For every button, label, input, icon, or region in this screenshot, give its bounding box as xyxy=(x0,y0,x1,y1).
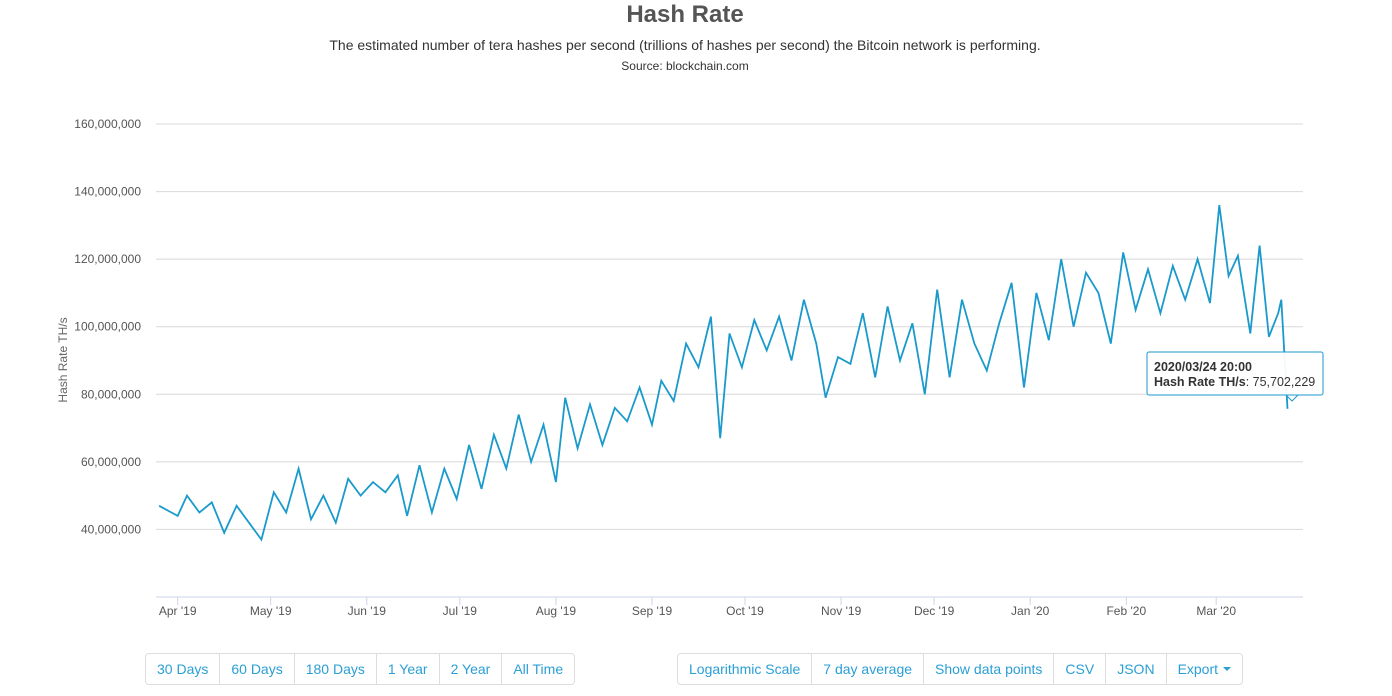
range-button-group: 30 Days 60 Days 180 Days 1 Year 2 Year A… xyxy=(145,653,576,685)
range-button-180-days[interactable]: 180 Days xyxy=(293,653,377,685)
tooltip-date: 2020/03/24 20:00 xyxy=(1154,360,1252,374)
y-tick-label: 120,000,000 xyxy=(74,252,141,266)
tooltip-box xyxy=(1146,351,1324,396)
x-tick-label: Sep '19 xyxy=(632,604,673,618)
logarithmic-scale-button[interactable]: Logarithmic Scale xyxy=(677,653,813,685)
tooltip-value: 75,702,229 xyxy=(1253,375,1316,389)
hash-rate-chart: 40,000,000 60,000,000 80,000,000 100,000,00… xyxy=(56,117,1324,618)
json-button[interactable]: JSON xyxy=(1105,653,1167,685)
chart-subtitle: The estimated number of tera hashes per … xyxy=(329,37,1041,53)
y-tick-label: 140,000,000 xyxy=(74,185,141,199)
option-button-group: Logarithmic Scale 7 day average Show dat… xyxy=(677,653,1244,685)
tooltip-label: Hash Rate TH/s xyxy=(1154,375,1246,389)
x-tick-label: Nov '19 xyxy=(821,604,862,618)
series-line-hash-rate xyxy=(158,204,1289,542)
tooltip-colon: : xyxy=(1246,375,1253,389)
y-tick-label: 40,000,000 xyxy=(81,522,141,536)
export-button[interactable]: Export xyxy=(1165,653,1244,685)
chart-source: Source: blockchain.com xyxy=(621,59,749,73)
x-tick-label: Mar '20 xyxy=(1196,604,1236,618)
show-data-points-button[interactable]: Show data points xyxy=(923,653,1055,685)
range-button-60-days[interactable]: 60 Days xyxy=(219,653,295,685)
tooltip-value-line: Hash Rate TH/s: 75,702,229 xyxy=(1154,375,1315,389)
x-tick-label: Feb '20 xyxy=(1106,604,1146,618)
y-axis-label: Hash Rate TH/s xyxy=(56,317,70,402)
x-axis: Apr '19 May '19 Jun '19 Jul '19 Aug '19 Sep '… xyxy=(156,596,1303,618)
range-button-all-time[interactable]: All Time xyxy=(501,653,576,685)
y-axis-ticks: 40,000,000 60,000,000 80,000,000 100,000,00… xyxy=(74,117,141,536)
chart-title: Hash Rate xyxy=(626,1,744,28)
x-tick-label: Oct '19 xyxy=(726,604,764,618)
tooltip-pointer xyxy=(1284,394,1300,402)
export-label: Export xyxy=(1177,661,1219,677)
seven-day-average-button[interactable]: 7 day average xyxy=(811,653,925,685)
tooltip: 2020/03/24 20:00 Hash Rate TH/s: 75,702,… xyxy=(1146,351,1324,402)
y-tick-label: 100,000,000 xyxy=(74,320,141,334)
range-button-2-year[interactable]: 2 Year xyxy=(438,653,503,685)
y-tick-label: 160,000,000 xyxy=(74,117,141,131)
x-tick-label: Aug '19 xyxy=(536,604,577,618)
x-tick-label: Jan '20 xyxy=(1011,604,1050,618)
y-tick-label: 80,000,000 xyxy=(81,387,141,401)
x-tick-label: Apr '19 xyxy=(159,604,197,618)
x-tick-label: Dec '19 xyxy=(914,604,955,618)
x-tick-label: May '19 xyxy=(250,604,292,618)
x-tick-label: Jul '19 xyxy=(443,604,478,618)
x-tick-label: Jun '19 xyxy=(348,604,387,618)
csv-button[interactable]: CSV xyxy=(1053,653,1107,685)
range-button-1-year[interactable]: 1 Year xyxy=(375,653,440,685)
caret-down-icon xyxy=(1223,667,1232,671)
y-tick-label: 60,000,000 xyxy=(81,455,141,469)
grid-lines xyxy=(156,123,1303,530)
range-button-30-days[interactable]: 30 Days xyxy=(145,653,221,685)
